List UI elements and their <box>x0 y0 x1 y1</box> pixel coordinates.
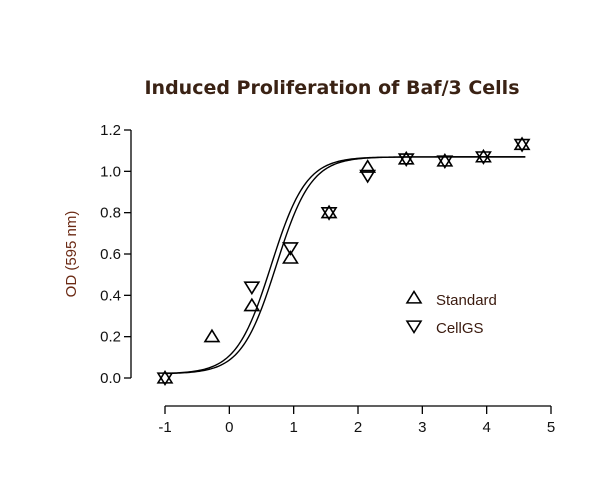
legend-marker-standard <box>405 289 423 304</box>
data-points <box>156 136 531 387</box>
legend-label-cellgs: CellGS <box>436 320 484 337</box>
data-point-cellgs <box>156 372 174 387</box>
data-point-standard <box>156 369 174 384</box>
x-tick-label: 1 <box>289 419 297 436</box>
x-tick-label: 5 <box>547 419 555 436</box>
data-point-standard <box>436 152 454 167</box>
x-tick-label: 3 <box>418 419 426 436</box>
legend: Standard CellGS <box>405 289 497 337</box>
y-tick-label: 1.0 <box>100 163 121 180</box>
fit-curves <box>164 156 526 375</box>
x-tick-label: 0 <box>225 419 233 436</box>
x-tick-label: -1 <box>158 419 171 436</box>
y-tick-label: 1.2 <box>100 122 121 139</box>
y-tick-label: 0.0 <box>100 370 121 387</box>
data-point-cellgs <box>513 138 531 153</box>
fit-curve-cellgs <box>164 156 526 375</box>
x-tick-label: 2 <box>354 419 362 436</box>
legend-marker-cellgs <box>405 320 423 335</box>
data-point-standard <box>397 150 415 165</box>
data-point-standard <box>475 148 492 163</box>
y-tick-label: 0.2 <box>100 329 121 346</box>
legend-label-standard: Standard <box>436 292 497 309</box>
data-point-standard <box>282 250 299 264</box>
axes: 0.0 0.2 0.4 0.6 0.8 1.0 1.2 -1 0 1 2 3 4 5 <box>100 122 555 436</box>
y-tick-label: 0.8 <box>100 205 121 222</box>
data-point-cellgs <box>359 169 377 184</box>
y-axis-label: OD (595 nm) <box>63 211 80 298</box>
data-point-standard <box>243 297 261 312</box>
data-point-cellgs <box>397 153 415 167</box>
data-point-cellgs <box>243 281 261 296</box>
y-tick-label: 0.4 <box>100 287 121 304</box>
data-point-standard <box>320 204 338 219</box>
data-point-cellgs <box>282 242 299 256</box>
chart-title: Induced Proliferation of Baf/3 Cells <box>144 77 519 99</box>
data-point-cellgs <box>320 206 338 221</box>
x-tick-label: 4 <box>482 419 490 436</box>
data-point-cellgs <box>436 155 454 170</box>
data-point-standard <box>359 159 377 173</box>
data-point-standard <box>513 136 531 151</box>
data-point-cellgs <box>475 151 492 165</box>
y-tick-label: 0.6 <box>100 246 121 263</box>
data-point-standard <box>203 328 221 343</box>
